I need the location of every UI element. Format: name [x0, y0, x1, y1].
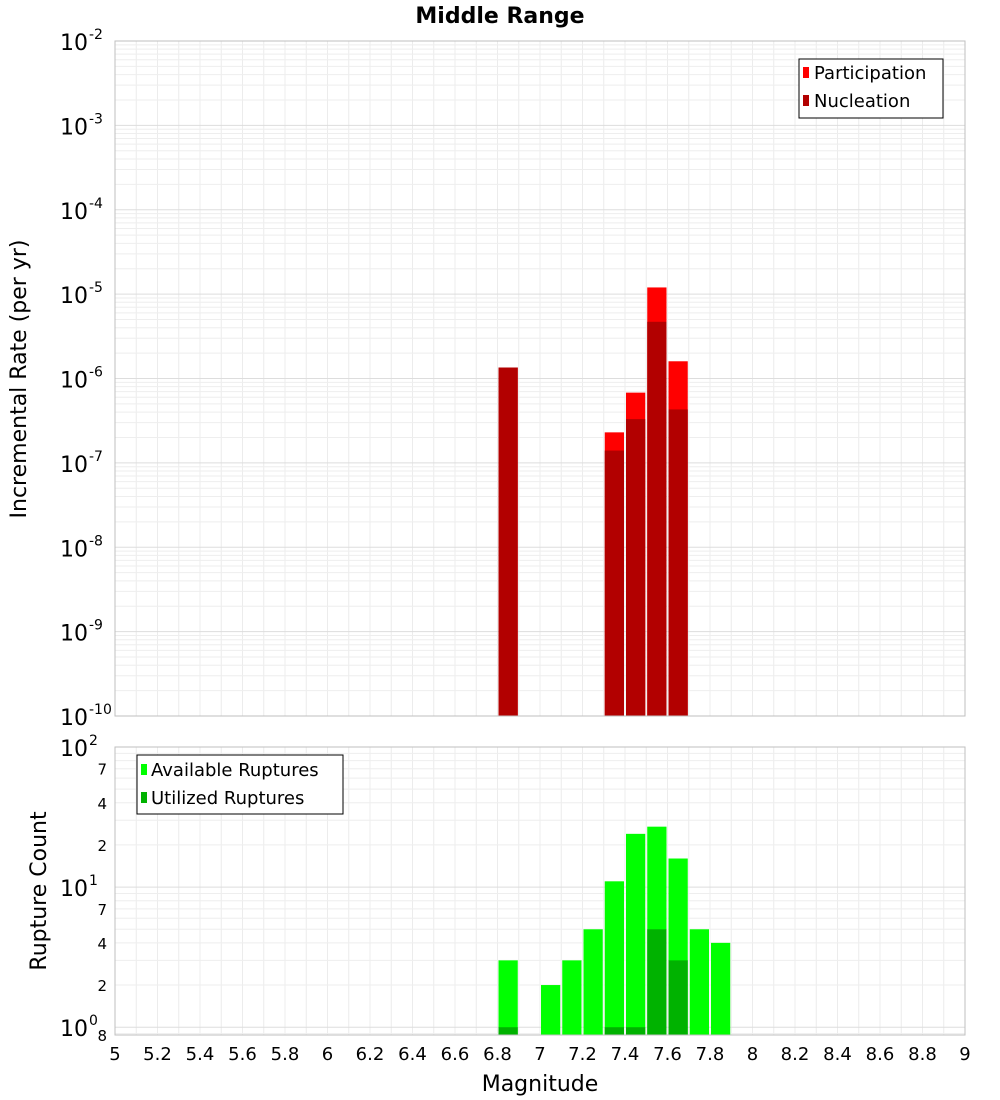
chart-title: Middle Range [415, 4, 584, 29]
participation-legend-swatch [803, 67, 809, 78]
x-tick-label: 6.4 [398, 1044, 427, 1065]
rate-y-tick-exponent: -8 [89, 533, 103, 549]
nucleation-legend-swatch [803, 95, 809, 106]
rate-y-tick-exponent: -2 [89, 27, 103, 43]
rate-y-tick-exponent: -10 [89, 702, 112, 718]
count-y-minor-tick-label: 4 [97, 935, 107, 953]
x-tick-label: 8 [747, 1044, 758, 1065]
x-tick-label: 6.8 [483, 1044, 512, 1065]
rate-panel: 10-210-310-410-510-610-710-810-910-10 In… [7, 27, 966, 731]
x-tick-label: 8.2 [781, 1044, 810, 1065]
nucleation-bar [498, 367, 518, 716]
rate-y-tick-label: 10 [60, 706, 88, 731]
rate-y-tick-exponent: -6 [89, 365, 103, 381]
x-axis-label: Magnitude [482, 1072, 599, 1097]
x-tick-labels: 5 5.2 5.4 5.6 5.8 6 6.2 6.4 6.6 6.8 7 7.2 7.4 7.6 7.8 8… [109, 1044, 970, 1065]
x-tick-label: 8.4 [823, 1044, 852, 1065]
rate-y-tick-exponent: -7 [89, 449, 103, 465]
utilized-legend-label: Utilized Ruptures [151, 788, 304, 809]
count-legend: Available Ruptures Utilized Ruptures [136, 754, 344, 815]
x-tick-label: 7 [534, 1044, 545, 1065]
rate-y-tick-exponent: -5 [89, 280, 103, 296]
nucleation-legend-label: Nucleation [814, 91, 910, 112]
rate-y-tick-label: 10 [60, 453, 88, 478]
x-tick-label: 7.4 [611, 1044, 640, 1065]
nucleation-bar [668, 409, 688, 716]
nucleation-bar [647, 321, 667, 716]
available-ruptures-bar [604, 881, 624, 1035]
rate-y-tick-label: 10 [60, 622, 88, 647]
rate-y-axis-label: Incremental Rate (per yr) [7, 240, 32, 519]
rate-y-tick-label: 10 [60, 115, 88, 140]
rate-y-tick-exponent: -4 [89, 196, 103, 212]
rate-bars [498, 287, 688, 716]
x-tick-label: 8.6 [866, 1044, 895, 1065]
available-ruptures-bar [711, 942, 731, 1035]
x-tick-label: 5 [109, 1044, 120, 1065]
nucleation-bar [604, 450, 624, 716]
utilized-ruptures-bar [604, 1027, 624, 1035]
count-plot-frame [114, 746, 966, 1036]
count-y-minor-tick-label: 2 [97, 977, 107, 995]
nucleation-bar [626, 419, 646, 716]
count-y-minor-tick-label: 7 [97, 901, 107, 919]
utilized-legend-swatch [141, 792, 147, 803]
count-y-minor-tick-label: 2 [97, 837, 107, 855]
x-tick-label: 7.2 [568, 1044, 597, 1065]
x-tick-label: 6.6 [441, 1044, 470, 1065]
count-y-minor-tick-label: 8 [97, 1027, 107, 1045]
rate-plot-frame [114, 40, 966, 717]
count-y-tick-exponent: 1 [89, 873, 98, 889]
rate-legend: Participation Nucleation [798, 58, 944, 119]
x-tick-label: 9 [959, 1044, 970, 1065]
available-ruptures-bar [689, 929, 709, 1035]
rate-y-tick-exponent: -9 [89, 618, 103, 634]
x-tick-label: 7.8 [696, 1044, 725, 1065]
rate-y-tick-label: 10 [60, 369, 88, 394]
x-tick-label: 8.8 [908, 1044, 937, 1065]
count-bars [498, 826, 731, 1035]
available-legend-swatch [141, 764, 147, 775]
utilized-ruptures-bar [626, 1027, 646, 1035]
rate-grid [114, 40, 966, 717]
count-y-minor-tick-label: 7 [97, 761, 107, 779]
available-ruptures-bar [562, 960, 582, 1035]
x-tick-label: 6.2 [356, 1044, 385, 1065]
x-tick-label: 5.2 [143, 1044, 172, 1065]
rate-y-tick-label: 10 [60, 284, 88, 309]
available-ruptures-bar [626, 833, 646, 1035]
count-y-tick-label: 10 [60, 877, 88, 902]
count-y-tick-exponent: 2 [89, 733, 98, 749]
x-tick-label: 5.4 [186, 1044, 215, 1065]
x-tick-label: 7.6 [653, 1044, 682, 1065]
count-y-tick-label: 10 [60, 737, 88, 762]
rate-y-tick-exponent: -3 [89, 111, 103, 127]
x-tick-label: 6 [322, 1044, 333, 1065]
rate-y-tick-label: 10 [60, 537, 88, 562]
participation-legend-label: Participation [814, 63, 926, 84]
count-legend-box [136, 754, 344, 815]
utilized-ruptures-bar [498, 1027, 518, 1035]
utilized-ruptures-bar [668, 960, 688, 1035]
count-y-minor-tick-label: 4 [97, 795, 107, 813]
x-tick-label: 5.8 [271, 1044, 300, 1065]
rate-y-tick-labels: 10-210-310-410-510-610-710-810-910-10 [60, 27, 112, 731]
count-y-tick-exponent: 0 [89, 1013, 98, 1029]
available-legend-label: Available Ruptures [151, 760, 319, 781]
utilized-ruptures-bar [647, 929, 667, 1035]
rate-y-tick-label: 10 [60, 200, 88, 225]
count-y-axis-label: Rupture Count [27, 811, 52, 971]
x-tick-label: 5.6 [228, 1044, 257, 1065]
rate-legend-box [798, 58, 944, 119]
available-ruptures-bar [583, 929, 603, 1035]
count-y-tick-label: 10 [60, 1017, 88, 1042]
available-ruptures-bar [541, 985, 561, 1035]
rate-y-tick-label: 10 [60, 31, 88, 56]
available-ruptures-bar [498, 960, 518, 1035]
